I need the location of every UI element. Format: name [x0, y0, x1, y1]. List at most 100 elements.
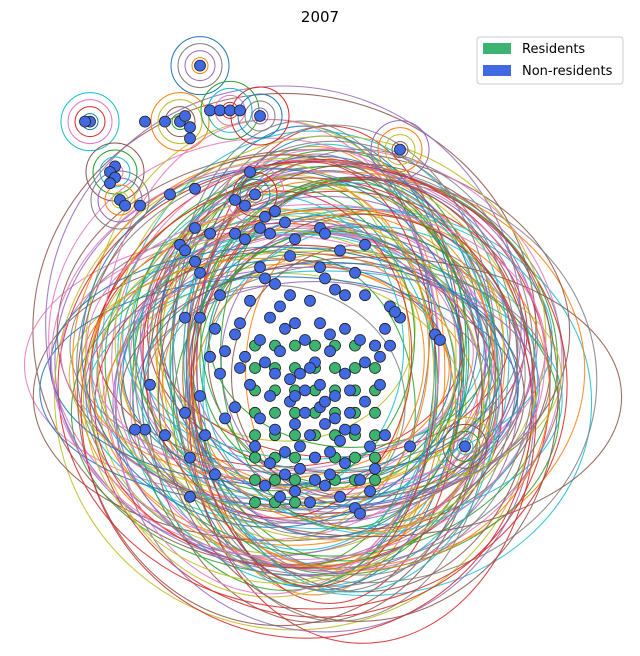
outlier-ring — [191, 57, 209, 75]
chart-title: 2007 — [301, 8, 339, 26]
outlier-ring — [435, 416, 495, 476]
non-resident-point — [339, 457, 351, 470]
outlier-ring — [74, 106, 106, 138]
non-resident-point — [289, 418, 301, 430]
non-resident-point — [229, 227, 241, 240]
non-resident-point — [349, 266, 361, 279]
non-resident-point — [209, 468, 221, 481]
non-resident-point — [354, 507, 366, 520]
resident-point — [289, 339, 301, 352]
influence-ring — [172, 124, 497, 593]
non-resident-point — [184, 451, 196, 464]
resident-point — [289, 406, 301, 419]
non-resident-point — [334, 434, 346, 447]
resident-point — [349, 451, 361, 464]
influence-ring — [84, 266, 540, 510]
resident-point — [249, 362, 261, 374]
outlier-ring — [177, 43, 223, 89]
non-resident-point — [159, 115, 171, 128]
influence-ring — [101, 119, 440, 595]
influence-ring — [199, 230, 465, 489]
non-resident-point — [364, 440, 376, 453]
influence-ring — [82, 209, 485, 584]
non-resident-point — [284, 373, 296, 386]
non-resident-point — [344, 406, 356, 419]
resident-point — [369, 451, 381, 464]
influence-ring — [132, 281, 497, 525]
non-resident-point — [384, 339, 396, 352]
non-resident-point — [379, 322, 391, 335]
resident-point — [289, 496, 301, 509]
non-resident-point — [229, 194, 241, 206]
non-resident-point — [434, 334, 446, 346]
non-resident-point — [319, 418, 331, 430]
outlier-ring — [246, 185, 264, 203]
outlier-ring — [391, 141, 409, 159]
non-resident-point — [264, 390, 276, 402]
non-resident-point — [344, 384, 356, 397]
non-resident-point — [204, 104, 216, 117]
outlier-ring — [184, 50, 216, 82]
resident-point — [249, 474, 261, 486]
influence-ring — [120, 256, 623, 538]
non-resident-point — [394, 143, 406, 156]
non-resident-point — [214, 289, 226, 302]
non-resident-point — [304, 496, 316, 509]
resident-point — [369, 474, 381, 486]
non-resident-point — [304, 294, 316, 307]
influence-ring — [132, 184, 416, 492]
non-resident-point — [229, 328, 241, 341]
outlier-ring — [104, 184, 136, 216]
outlier-ring — [456, 437, 474, 455]
outlier-ring — [90, 170, 150, 230]
outlier-ring — [60, 92, 120, 152]
resident-point — [369, 406, 381, 419]
non-resident-point — [319, 395, 331, 408]
influence-ring — [68, 250, 562, 499]
non-resident-point — [254, 110, 266, 122]
non-resident-point — [339, 423, 351, 436]
non-resident-point — [264, 311, 276, 324]
outlier-ring — [239, 178, 271, 210]
resident-point — [329, 362, 341, 374]
non-resident-point — [339, 289, 351, 302]
non-resident-point — [364, 485, 376, 498]
non-resident-point — [254, 222, 266, 234]
influence-ring — [142, 190, 413, 519]
non-resident-point — [269, 367, 281, 380]
non-resident-point — [269, 278, 281, 290]
non-resident-point — [324, 446, 336, 458]
non-resident-point — [184, 132, 196, 145]
influence-ring — [188, 181, 430, 520]
influence-ring — [80, 257, 450, 480]
non-resident-point — [279, 216, 291, 229]
non-resident-point — [189, 255, 201, 268]
influence-ring — [147, 140, 518, 587]
non-resident-point — [294, 440, 306, 453]
non-resident-point — [289, 233, 301, 246]
non-resident-point — [194, 266, 206, 279]
non-resident-point — [339, 367, 351, 380]
influence-ring — [48, 137, 488, 541]
non-resident-point — [319, 479, 331, 492]
resident-point — [269, 406, 281, 419]
non-resident-point — [374, 378, 386, 391]
non-resident-point — [259, 479, 271, 492]
non-resident-point — [194, 59, 206, 72]
outlier-ring — [150, 92, 210, 152]
non-resident-point — [254, 334, 266, 346]
resident-point — [309, 339, 321, 352]
non-resident-point — [254, 261, 266, 274]
resident-point — [249, 496, 261, 509]
outlier-ring — [157, 99, 203, 145]
non-resident-point — [259, 356, 271, 369]
non-resident-point — [209, 322, 221, 335]
outlier-ring — [442, 423, 488, 469]
influence-ring — [45, 85, 522, 566]
non-resident-point — [289, 317, 301, 330]
non-resident-point — [159, 429, 171, 442]
non-resident-point — [249, 440, 261, 453]
non-resident-point — [314, 261, 326, 274]
influence-ring — [70, 247, 560, 577]
